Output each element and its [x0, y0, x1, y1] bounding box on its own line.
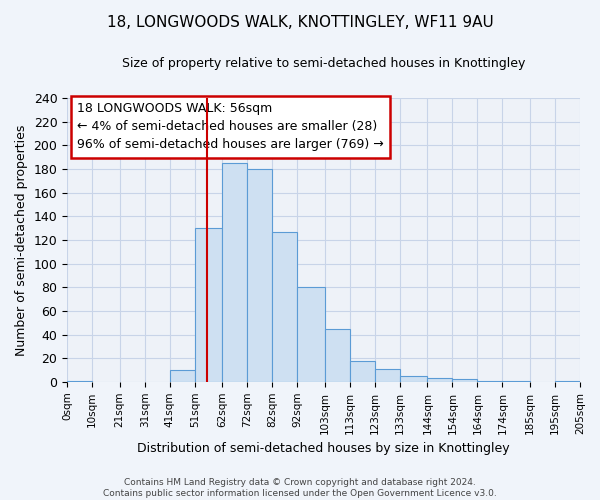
X-axis label: Distribution of semi-detached houses by size in Knottingley: Distribution of semi-detached houses by … — [137, 442, 510, 455]
Bar — [400, 376, 427, 382]
Title: Size of property relative to semi-detached houses in Knottingley: Size of property relative to semi-detach… — [122, 58, 525, 70]
Bar — [247, 169, 272, 382]
Bar — [325, 328, 350, 382]
Text: 18, LONGWOODS WALK, KNOTTINGLEY, WF11 9AU: 18, LONGWOODS WALK, KNOTTINGLEY, WF11 9A… — [107, 15, 493, 30]
Bar — [298, 287, 325, 382]
Bar — [427, 378, 452, 382]
Bar — [555, 380, 580, 382]
Bar — [350, 360, 375, 382]
Bar — [478, 380, 502, 382]
Text: Contains HM Land Registry data © Crown copyright and database right 2024.
Contai: Contains HM Land Registry data © Crown c… — [103, 478, 497, 498]
Y-axis label: Number of semi-detached properties: Number of semi-detached properties — [15, 124, 28, 356]
Bar — [195, 228, 222, 382]
Text: 18 LONGWOODS WALK: 56sqm
← 4% of semi-detached houses are smaller (28)
96% of se: 18 LONGWOODS WALK: 56sqm ← 4% of semi-de… — [77, 102, 384, 152]
Bar — [375, 369, 400, 382]
Bar — [272, 232, 298, 382]
Bar — [502, 380, 530, 382]
Bar — [452, 380, 478, 382]
Bar — [67, 380, 92, 382]
Bar — [222, 163, 247, 382]
Bar — [170, 370, 195, 382]
